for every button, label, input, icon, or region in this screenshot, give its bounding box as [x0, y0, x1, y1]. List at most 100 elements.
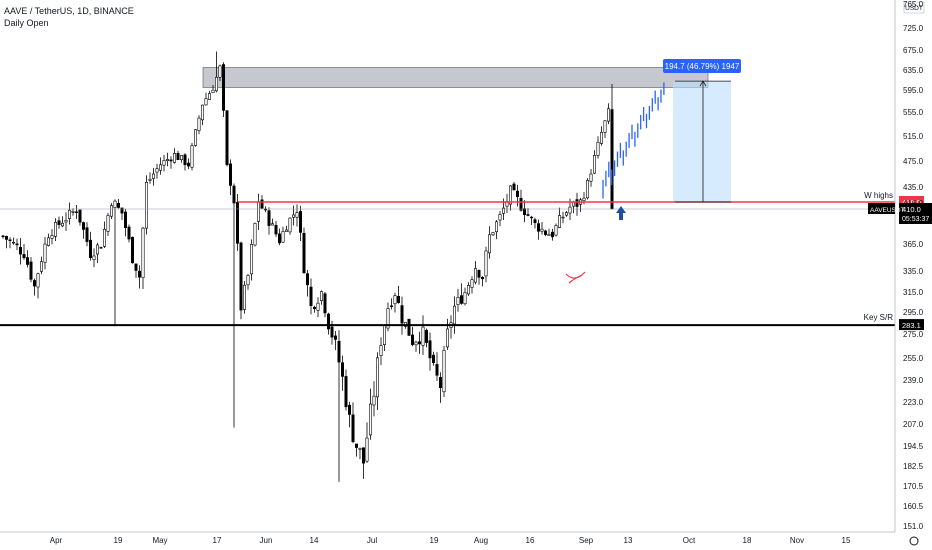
price-tick: 435.0 — [903, 183, 924, 192]
candle — [243, 281, 247, 314]
candle — [480, 276, 484, 287]
price-tick: 675.0 — [903, 46, 924, 55]
candle — [564, 211, 568, 217]
candle — [50, 229, 54, 245]
candle-body — [407, 318, 411, 336]
time-tick: 19 — [430, 536, 439, 545]
candle — [208, 90, 212, 100]
candle-body — [606, 108, 610, 122]
candle-body — [152, 173, 156, 179]
candle — [256, 193, 260, 231]
candle-body — [533, 219, 537, 224]
candle — [211, 85, 215, 94]
candle-body — [400, 305, 404, 324]
candle-body — [243, 284, 247, 310]
indicator-title[interactable]: Daily Open — [4, 18, 49, 28]
candle-body — [344, 376, 348, 408]
candle — [393, 292, 397, 313]
candle-body — [603, 120, 607, 133]
candle — [15, 238, 19, 251]
price-tick: 295.0 — [903, 308, 924, 317]
price-tick: 275.0 — [903, 330, 924, 339]
candle — [529, 215, 533, 225]
candle-body — [393, 295, 397, 305]
candle — [302, 227, 306, 274]
candle-body — [302, 233, 306, 274]
time-tick: Sep — [579, 536, 594, 545]
candle — [372, 381, 376, 417]
candle-body — [589, 173, 593, 182]
candle — [22, 244, 26, 260]
price-tick: 194.5 — [903, 442, 924, 451]
candle — [599, 126, 603, 146]
candle — [117, 198, 121, 209]
candle-body — [309, 286, 313, 306]
candle — [340, 355, 344, 391]
candle-body — [183, 154, 187, 165]
candle — [127, 224, 131, 243]
candle — [410, 326, 414, 347]
candle — [8, 237, 12, 249]
candle — [32, 278, 36, 296]
candle — [319, 290, 323, 305]
candle-body — [330, 326, 334, 338]
candle-body — [250, 244, 254, 275]
candle-body — [592, 155, 596, 174]
candle — [89, 231, 93, 261]
symbol-title[interactable]: AAVE / TetherUS, 1D, BINANCE — [4, 6, 134, 16]
price-tick: 725.0 — [903, 24, 924, 33]
candle — [176, 150, 180, 161]
candle-body — [543, 230, 547, 235]
candle-body — [64, 219, 68, 223]
candle — [417, 331, 421, 354]
candle — [389, 298, 393, 310]
candle — [106, 212, 110, 236]
chart-legend: AAVE / TetherUS, 1D, BINANCE Daily Open — [4, 5, 134, 29]
candle-body — [498, 214, 502, 221]
settings-gear-icon — [909, 536, 919, 546]
time-tick: 19 — [114, 536, 123, 545]
candle-body — [333, 335, 337, 340]
candle — [407, 318, 411, 336]
candle-body — [225, 110, 229, 166]
candle-body — [396, 295, 400, 303]
price-tick: 555.0 — [903, 108, 924, 117]
candle — [85, 222, 89, 247]
candle-body — [382, 325, 386, 345]
candle-body — [253, 223, 257, 246]
candle — [550, 228, 554, 241]
annotations-layer: 194.7 (46.79%) 1947 — [565, 59, 741, 284]
candle — [270, 218, 274, 226]
candle — [222, 62, 226, 118]
candle-body — [117, 202, 121, 208]
candle — [187, 158, 191, 170]
candle-body — [239, 242, 243, 311]
candle — [421, 315, 425, 355]
breakout-arrow-icon — [616, 206, 626, 220]
candle — [82, 221, 86, 239]
measure-badge — [663, 59, 741, 73]
candle — [190, 143, 194, 171]
candle-body — [424, 329, 428, 343]
candle — [515, 184, 519, 207]
candle-body — [89, 239, 93, 259]
candle-body — [1, 235, 5, 238]
candle-body — [610, 109, 614, 210]
price-tick: 515.0 — [903, 132, 924, 141]
candle — [159, 157, 163, 175]
candle-body — [354, 443, 358, 448]
candle-body — [351, 414, 355, 442]
candle-body — [596, 141, 600, 156]
candle — [368, 388, 372, 440]
candle — [281, 226, 285, 244]
candle — [575, 192, 579, 216]
key-sr-tag-text: 283.1 — [902, 321, 921, 330]
candle — [110, 203, 114, 219]
candle-body — [319, 291, 323, 301]
candle-body — [526, 214, 530, 216]
candle — [396, 285, 400, 304]
candle — [284, 225, 288, 232]
candle — [561, 211, 565, 224]
candle — [438, 372, 442, 403]
